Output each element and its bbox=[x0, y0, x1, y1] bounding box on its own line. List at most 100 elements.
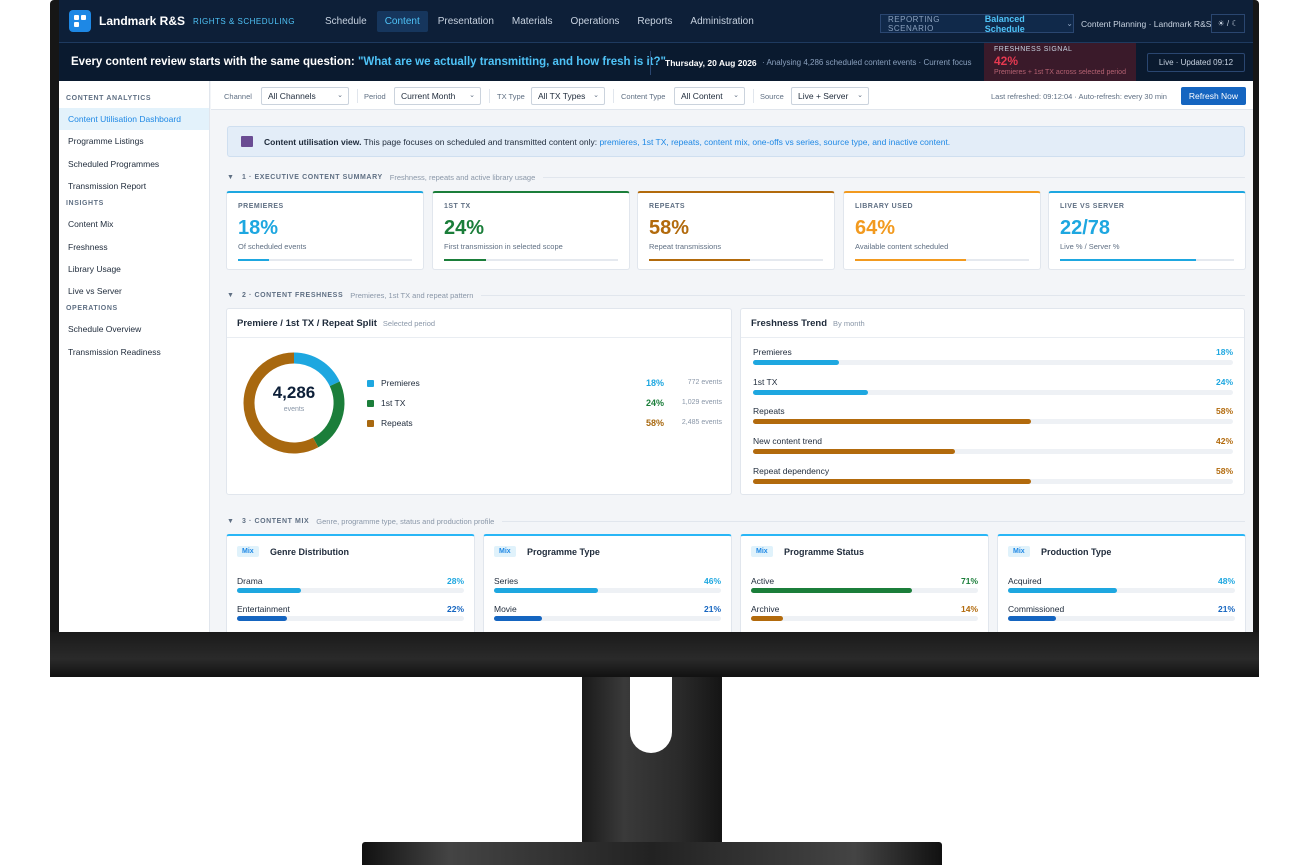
mix-row-drama[interactable]: Drama 28% bbox=[237, 576, 464, 594]
mix-bar-track bbox=[751, 588, 978, 593]
mix-row-percent: 28% bbox=[446, 576, 464, 586]
theme-toggle-button[interactable]: ☀ / ☾ bbox=[1211, 14, 1245, 33]
trend-bar-fill bbox=[753, 478, 1032, 484]
screen: Landmark R&S RIGHTS & SCHEDULING Schedul… bbox=[59, 0, 1253, 632]
mix-row-archive[interactable]: Archive 14% bbox=[751, 604, 978, 622]
kpi-card-1st-tx[interactable]: 1ST TX 24% First transmission in selected … bbox=[432, 191, 630, 270]
period-value: Current Month bbox=[401, 91, 456, 101]
trend-percent: 58% bbox=[1215, 406, 1233, 417]
trend-row-1st-tx[interactable]: 1st TX 24% bbox=[753, 377, 1233, 397]
mix-card-production-type[interactable]: Mix Production Type Acquired 48% Commissione… bbox=[997, 534, 1246, 632]
source-label: Source bbox=[760, 92, 784, 101]
sidebar-item-scheduled-programmes[interactable]: Scheduled Programmes bbox=[68, 158, 160, 169]
kpi-value: 64% bbox=[855, 217, 896, 239]
mix-bar-track bbox=[494, 616, 721, 621]
trend-row-premieres[interactable]: Premieres 18% bbox=[753, 347, 1233, 367]
sidebar-item-library-usage[interactable]: Library Usage bbox=[68, 263, 121, 274]
txtype-select[interactable]: All TX Types ⌄ bbox=[531, 87, 605, 105]
legend-events: 772 events bbox=[687, 379, 722, 386]
mix-row-percent: 21% bbox=[703, 604, 721, 614]
mix-tag-badge: Mix bbox=[1008, 546, 1030, 557]
kpi-label: REPEATS bbox=[649, 203, 686, 210]
mix-title: Programme Type bbox=[527, 547, 600, 557]
app-logo-icon[interactable] bbox=[69, 10, 91, 32]
legend-name: Premieres bbox=[381, 378, 420, 388]
mix-card-programme-type[interactable]: Mix Programme Type Series 46% Movie 21% bbox=[483, 534, 732, 632]
section-header-summary[interactable]: ▼ 1 · EXECUTIVE CONTENT SUMMARY Freshnes… bbox=[227, 171, 1245, 183]
mix-row-commissioned[interactable]: Commissioned 21% bbox=[1008, 604, 1235, 622]
scenario-select[interactable]: REPORTING SCENARIO Balanced Schedule ⌄ bbox=[880, 14, 1074, 34]
mix-title: Programme Status bbox=[784, 547, 865, 557]
channel-value: All Channels bbox=[268, 91, 316, 101]
trend-name: Repeat dependency bbox=[753, 465, 830, 476]
source-select[interactable]: Live + Server ⌄ bbox=[791, 87, 869, 105]
donut-total-label: events bbox=[283, 406, 305, 413]
divider bbox=[481, 294, 1245, 296]
divider bbox=[357, 89, 358, 103]
sidebar-item-content-utilisation-dashboard[interactable]: Content Utilisation Dashboard bbox=[59, 108, 209, 130]
trend-bar-track bbox=[753, 389, 1233, 395]
info-highlight: premieres, 1st TX, repeats, content mix,… bbox=[599, 137, 951, 147]
nav-item-presentation[interactable]: Presentation bbox=[437, 15, 494, 27]
kpi-subtitle: Available content scheduled bbox=[855, 242, 949, 251]
nav-item-content[interactable]: Content bbox=[376, 10, 428, 32]
sidebar-section-heading: CONTENT ANALYTICS bbox=[66, 95, 152, 102]
mix-row-series[interactable]: Series 46% bbox=[494, 576, 721, 594]
mix-bar-track bbox=[494, 588, 721, 593]
kpi-card-repeats[interactable]: REPEATS 58% Repeat transmissions bbox=[637, 191, 835, 270]
nav-item-materials[interactable]: Materials bbox=[511, 15, 553, 27]
trend-row-new-content-trend[interactable]: New content trend 42% bbox=[753, 436, 1233, 456]
sidebar-item-programme-listings[interactable]: Programme Listings bbox=[68, 136, 144, 147]
refresh-now-button[interactable]: Refresh Now bbox=[1181, 87, 1246, 105]
nav-item-schedule[interactable]: Schedule bbox=[325, 15, 367, 27]
legend-events: 1,029 events bbox=[681, 399, 722, 406]
trend-row-repeat-dependency[interactable]: Repeat dependency 58% bbox=[753, 466, 1233, 486]
split-panel: Premiere / 1st TX / Repeat Split Selected… bbox=[226, 308, 732, 495]
chevron-down-icon: ⌄ bbox=[733, 92, 739, 99]
legend-item-1st-tx[interactable]: 1st TX 24% 1,029 events bbox=[367, 398, 722, 410]
banner-analysis: · Analysing 4,286 scheduled content even… bbox=[762, 58, 972, 67]
period-select[interactable]: Current Month ⌄ bbox=[394, 87, 481, 105]
section-desc: Freshness, repeats and active library us… bbox=[389, 172, 536, 182]
sidebar-item-content-mix[interactable]: Content Mix bbox=[68, 219, 114, 230]
mix-row-active[interactable]: Active 71% bbox=[751, 576, 978, 594]
kpi-subtitle: First transmission in selected scope bbox=[444, 242, 563, 251]
nav-item-reports[interactable]: Reports bbox=[637, 15, 673, 27]
mix-row-acquired[interactable]: Acquired 48% bbox=[1008, 576, 1235, 594]
sidebar-item-freshness[interactable]: Freshness bbox=[68, 241, 108, 252]
mix-row-entertainment[interactable]: Entertainment 22% bbox=[237, 604, 464, 622]
mix-card-genre-distribution[interactable]: Mix Genre Distribution Drama 28% Entertainme… bbox=[226, 534, 475, 632]
legend-item-repeats[interactable]: Repeats 58% 2,485 events bbox=[367, 418, 722, 430]
donut-slice-1st-tx[interactable] bbox=[312, 381, 345, 448]
mix-card-programme-status[interactable]: Mix Programme Status Active 71% Archive 14% bbox=[740, 534, 989, 632]
kpi-card-live-vs-server[interactable]: LIVE VS SERVER 22/78 Live % / Server % bbox=[1048, 191, 1246, 270]
section-header-freshness[interactable]: ▼ 2 · CONTENT FRESHNESS Premieres, 1st T… bbox=[227, 289, 1245, 301]
nav-item-administration[interactable]: Administration bbox=[690, 15, 754, 27]
sidebar-item-transmission-report[interactable]: Transmission Report bbox=[68, 180, 147, 191]
kpi-card-premieres[interactable]: PREMIERES 18% Of scheduled events bbox=[226, 191, 424, 270]
sidebar-item-schedule-overview[interactable]: Schedule Overview bbox=[68, 324, 142, 335]
donut-slice-repeats[interactable] bbox=[243, 352, 319, 454]
banner-date: Thursday, 20 Aug 2026 bbox=[665, 58, 757, 68]
channel-select[interactable]: All Channels ⌄ bbox=[261, 87, 349, 105]
kpi-progress-fill bbox=[855, 259, 967, 261]
mix-title: Genre Distribution bbox=[270, 547, 350, 557]
trend-row-repeats[interactable]: Repeats 58% bbox=[753, 406, 1233, 426]
section-title: 1 · EXECUTIVE CONTENT SUMMARY bbox=[241, 173, 383, 181]
section-header-mix[interactable]: ▼ 3 · CONTENT MIX Genre, programme type,… bbox=[227, 515, 1245, 527]
legend-item-premieres[interactable]: Premieres 18% 772 events bbox=[367, 378, 722, 390]
mix-row-movie[interactable]: Movie 21% bbox=[494, 604, 721, 622]
mix-tag-badge: Mix bbox=[237, 546, 259, 557]
sidebar-section-heading: INSIGHTS bbox=[66, 200, 104, 208]
sidebar-item-transmission-readiness[interactable]: Transmission Readiness bbox=[68, 346, 161, 357]
txtype-value: All TX Types bbox=[538, 91, 586, 101]
sidebar-item-live-vs-server[interactable]: Live vs Server bbox=[68, 286, 122, 297]
donut-slice-premieres[interactable] bbox=[293, 352, 340, 387]
kpi-card-library-used[interactable]: LIBRARY USED 64% Available content schedul… bbox=[843, 191, 1041, 270]
trend-bar-track bbox=[753, 360, 1233, 365]
nav-item-operations[interactable]: Operations bbox=[570, 15, 620, 27]
content-type-select[interactable]: All Content ⌄ bbox=[674, 87, 745, 105]
source-value: Live + Server bbox=[798, 91, 849, 101]
freshness-signal[interactable]: FRESHNESS SIGNAL 42% Premieres + 1st TX … bbox=[984, 43, 1136, 81]
mix-row-name: Drama bbox=[237, 576, 263, 586]
